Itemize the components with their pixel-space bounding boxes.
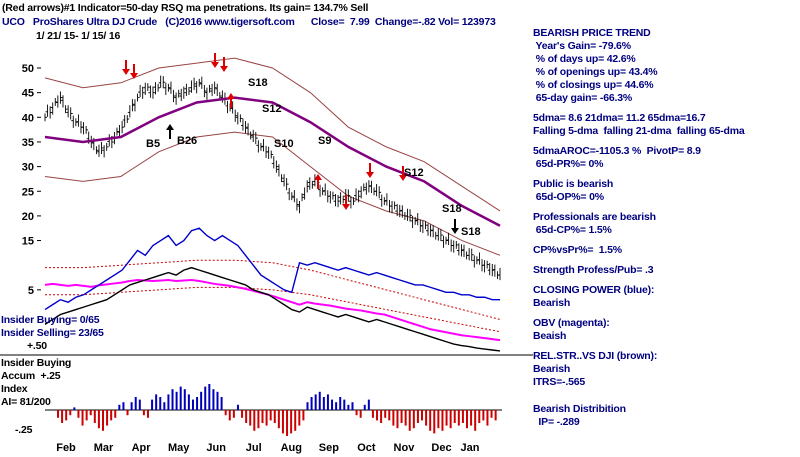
- stat-line: BEARISH PRICE TREND: [533, 27, 651, 39]
- stat-line: Bearish Distribition: [533, 403, 626, 415]
- stat-line: 5dmaAROC=-1105.3 % PivotP= 8.9: [533, 145, 701, 157]
- moving-average-line: [44, 96, 501, 227]
- closing-power-line: [44, 227, 500, 311]
- stat-line: REL.STR..VS DJI (brown):: [533, 350, 658, 362]
- panel-spacer: [533, 105, 799, 112]
- stat-line: 5dma= 8.6 21dma= 11.2 65dma=16.7: [533, 112, 706, 124]
- y-axis-label: 15: [22, 236, 34, 248]
- insider-buying-count-label: Insider Buying= 0/65: [1, 314, 100, 326]
- x-axis-month-label: May: [168, 442, 190, 454]
- accum-index-ai-value: AI= 81/200: [1, 396, 51, 408]
- panel-spacer: [533, 343, 799, 350]
- down-arrow-icon: [399, 175, 407, 181]
- panel-spacer: [533, 204, 799, 211]
- relative-strength-line: [44, 266, 501, 352]
- insider-selling-count-label: Insider Selling= 23/65: [1, 327, 104, 339]
- stat-line: % of days up= 42.6%: [533, 53, 636, 65]
- x-axis-month-label: Mar: [94, 442, 114, 454]
- down-arrow-icon: [130, 73, 138, 79]
- panel-spacer: [533, 396, 799, 403]
- down-arrow-icon: [366, 172, 374, 178]
- stat-line: Professionals are bearish: [533, 211, 656, 223]
- y-axis-label: 5: [28, 285, 34, 297]
- lower-band-line: [44, 131, 501, 256]
- obv-line: [44, 278, 501, 342]
- x-axis-month-label: Oct: [357, 442, 376, 454]
- panel-spacer: [533, 171, 799, 178]
- y-axis-label: 35: [22, 137, 34, 149]
- chart-annotation: S18: [461, 226, 481, 238]
- y-axis-label: 20: [22, 211, 34, 223]
- panel-spacer: [533, 277, 799, 284]
- stat-line: Public is bearish: [533, 178, 614, 190]
- stat-line: 65d-OP%= 0%: [533, 191, 604, 203]
- x-axis-month-label: Jul: [246, 442, 262, 454]
- stat-line: Bearish: [533, 363, 571, 375]
- y-axis-label: 25: [22, 186, 34, 198]
- x-axis-month-label: Sep: [319, 442, 339, 454]
- y-axis-label: 40: [22, 112, 34, 124]
- down-arrow-icon: [451, 228, 459, 234]
- stat-line: CP%vsPr%= 1.5%: [533, 244, 622, 256]
- stat-line: IP= -.289: [533, 416, 580, 428]
- ticker-summary-line: UCO ProShares Ultra DJ Crude (C)2016 www…: [2, 16, 496, 28]
- stat-line: 65-day gain= -66.3%: [533, 92, 633, 104]
- chart-annotation: S10: [274, 138, 294, 150]
- accum-index-title-line2: Accum +.25: [1, 370, 61, 382]
- dotted-red-upper-line: [45, 259, 501, 320]
- panel-spacer: [533, 138, 799, 145]
- upper-band-line: [44, 57, 501, 212]
- down-arrow-icon: [122, 69, 130, 75]
- y-axis-label: 50: [22, 63, 34, 75]
- stat-line: CLOSING POWER (blue):: [533, 284, 655, 296]
- date-range-label: 1/ 21/ 15- 1/ 15/ 16: [36, 30, 121, 42]
- panel-spacer: [533, 257, 799, 264]
- accum-index-title-line1: Insider Buying: [1, 357, 72, 369]
- x-axis-month-label: Dec: [431, 442, 451, 454]
- chart-annotation: B5: [146, 138, 160, 150]
- panel-spacer: [533, 310, 799, 317]
- panel-spacer: [533, 389, 799, 396]
- stat-line: Strength Profess/Pub= .3: [533, 264, 654, 276]
- chart-annotation: S9: [318, 135, 331, 147]
- up-arrow-icon: [314, 174, 322, 180]
- stat-line: % of closings up= 44.6%: [533, 79, 654, 91]
- dotted-red-lower-line: [45, 286, 501, 333]
- up-arrow-icon: [166, 124, 174, 130]
- stat-line: % of openings up= 43.4%: [533, 66, 658, 78]
- chart-annotation: S12: [262, 103, 282, 115]
- stat-line: Falling 5-dma falling 21-dma falling 65-…: [533, 125, 745, 137]
- x-axis-month-label: Nov: [394, 442, 416, 454]
- accum-scale-minus25-label: -.25: [15, 424, 33, 436]
- chart-annotation: S18: [442, 203, 462, 215]
- accum-index-title-line3: Index: [1, 383, 28, 395]
- stat-line: ITRS=-.565: [533, 376, 585, 388]
- down-arrow-icon: [211, 62, 219, 68]
- x-axis-month-label: Aug: [281, 442, 302, 454]
- y-axis-label: 30: [22, 162, 34, 174]
- chart-annotation: B26: [177, 135, 197, 147]
- y-axis-label: 45: [22, 88, 34, 100]
- stat-line: Beaish: [533, 330, 567, 342]
- stat-line: Year's Gain= -79.6%: [533, 40, 632, 52]
- panel-spacer: [533, 237, 799, 244]
- x-axis-month-label: Jan: [461, 442, 480, 454]
- stat-line: OBV (magenta):: [533, 317, 610, 329]
- statistics-panel: BEARISH PRICE TREND Year's Gain= -79.6% …: [533, 27, 799, 429]
- x-axis-month-label: Jun: [206, 442, 226, 454]
- down-arrow-icon: [342, 204, 350, 210]
- x-axis-month-label: Apr: [132, 442, 152, 454]
- indicator-summary-line: (Red arrows)#1 Indicator=50-day RSQ ma p…: [2, 2, 369, 14]
- insider-scale-plus50-label: +.50: [27, 340, 47, 352]
- x-axis-month-label: Feb: [56, 442, 76, 454]
- chart-annotation: S12: [404, 167, 424, 179]
- up-arrow-icon: [227, 93, 235, 99]
- stat-line: Bearish: [533, 297, 571, 309]
- down-arrow-icon: [220, 66, 228, 72]
- stat-line: 65d-CP%= 1.5%: [533, 224, 612, 236]
- stat-line: 65d-PR%= 0%: [533, 158, 604, 170]
- chart-annotation: S18: [248, 77, 268, 89]
